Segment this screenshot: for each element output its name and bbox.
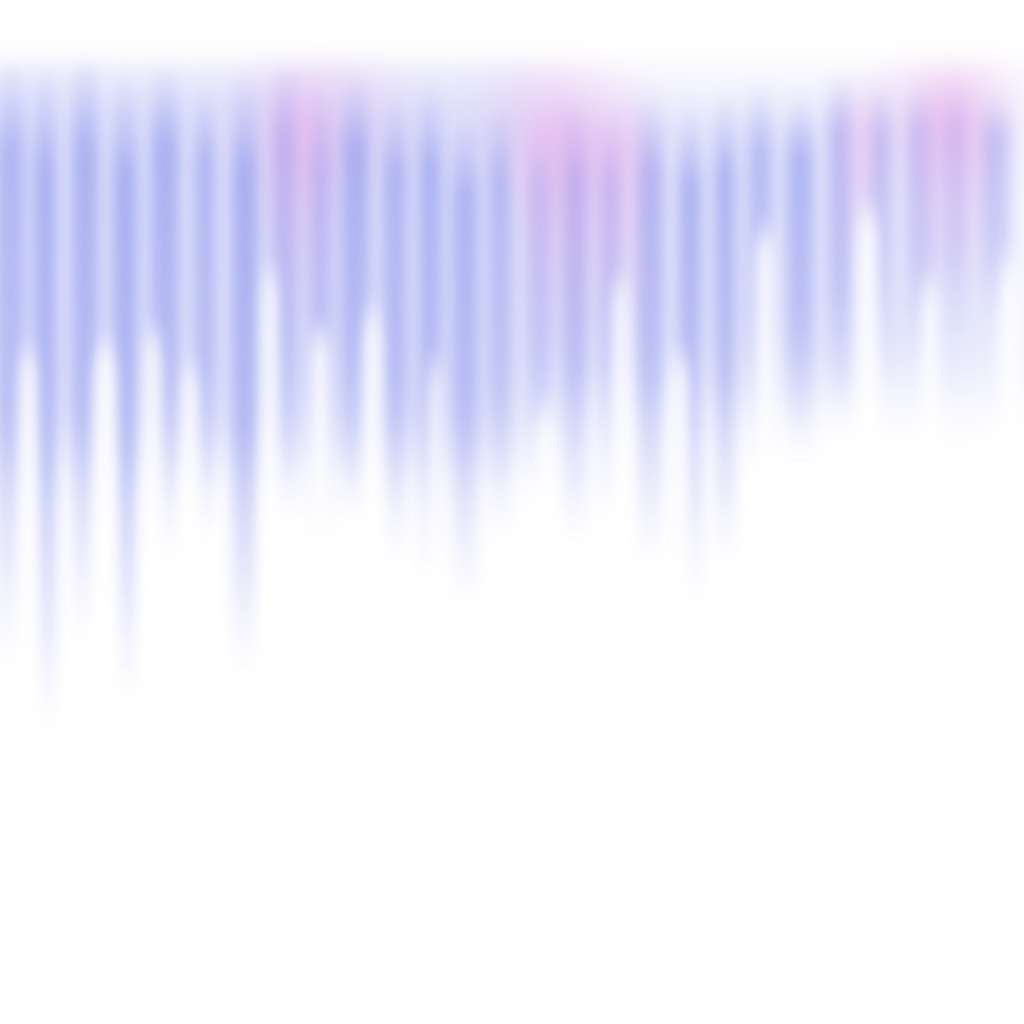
- aurora-pink-streak: [525, 110, 595, 370]
- aurora-streak: [489, 110, 511, 540]
- aurora-streak: [383, 100, 407, 560]
- aurora-streak: [34, 70, 56, 730]
- light-gap: [178, 360, 202, 1024]
- light-gap: [531, 405, 559, 1024]
- light-gap: [258, 265, 282, 1024]
- light-gap: [304, 325, 336, 1024]
- aurora-pink-streak: [915, 90, 985, 310]
- top-fade: [0, 0, 1024, 55]
- aurora-streak: [113, 80, 137, 700]
- aurora-streak: [72, 60, 98, 640]
- light-gap: [852, 205, 884, 1024]
- light-gap: [425, 355, 445, 1024]
- light-gap: [666, 350, 694, 1024]
- light-gap: [358, 305, 386, 1024]
- light-gap: [608, 275, 632, 1024]
- aurora-streak: [786, 100, 814, 460]
- aurora-pink-streak: [595, 120, 645, 350]
- light-gap: [14, 345, 42, 1024]
- aurora-streak: [195, 90, 215, 540]
- aurora-pink-streak: [270, 90, 330, 330]
- aurora-streak: [981, 100, 1009, 330]
- light-gap: [996, 255, 1024, 1024]
- aurora-streak: [452, 120, 478, 600]
- light-gap: [918, 275, 942, 1024]
- light-gap: [749, 225, 781, 1024]
- aurora-streak: [341, 80, 369, 520]
- light-gap: [87, 340, 123, 1024]
- aurora-streak: [714, 100, 736, 560]
- aurora-streak: [232, 80, 258, 670]
- light-gap: [139, 325, 167, 1024]
